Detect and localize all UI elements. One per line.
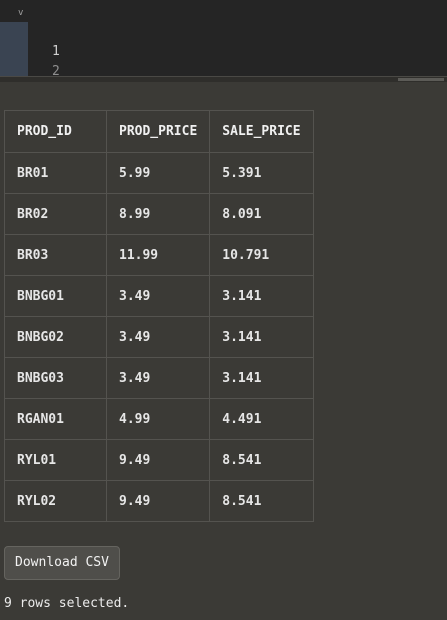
cell-prod-id: BR01 xyxy=(4,152,107,194)
table-row: BNBG03 3.49 3.141 xyxy=(4,357,314,399)
fold-chevron-icon[interactable]: v xyxy=(18,8,24,18)
table-row: BR03 11.99 10.791 xyxy=(4,234,314,276)
cell-sale-price: 8.091 xyxy=(209,193,314,235)
cell-prod-id: RGAN01 xyxy=(4,398,107,440)
status-message: 9 rows selected. xyxy=(4,596,130,611)
code-line-2[interactable]: 2 FROM Products; xyxy=(0,22,447,99)
table-row: BR02 8.99 8.091 xyxy=(4,193,314,235)
cell-prod-price: 3.49 xyxy=(105,357,211,399)
cell-sale-price: 10.791 xyxy=(209,234,314,276)
cell-prod-id: BR02 xyxy=(4,193,107,235)
cell-prod-id: BNBG02 xyxy=(4,316,107,358)
column-header-sale-price[interactable]: SALE_PRICE xyxy=(209,110,314,153)
cell-prod-price: 8.99 xyxy=(105,193,211,235)
cell-prod-id: RYL01 xyxy=(4,439,107,481)
line-number-2: 2 xyxy=(51,64,60,79)
table-row: BNBG02 3.49 3.141 xyxy=(4,316,314,358)
cell-prod-price: 11.99 xyxy=(105,234,211,276)
table-row: BR01 5.99 5.391 xyxy=(4,152,314,194)
code-line-1[interactable]: 1 v SELECT prod_id, prod_price, prod_pri… xyxy=(0,2,447,99)
cell-sale-price: 5.391 xyxy=(209,152,314,194)
cell-sale-price: 4.491 xyxy=(209,398,314,440)
splitter-grip[interactable] xyxy=(398,78,444,81)
column-header-prod-price[interactable]: PROD_PRICE xyxy=(105,110,211,153)
cell-prod-price: 3.49 xyxy=(105,316,211,358)
cell-prod-id: BNBG01 xyxy=(4,275,107,317)
cell-prod-id: BR03 xyxy=(4,234,107,276)
download-csv-button[interactable]: Download CSV xyxy=(4,546,120,580)
sql-editor[interactable]: 1 v SELECT prod_id, prod_price, prod_pri… xyxy=(0,0,447,99)
cell-sale-price: 8.541 xyxy=(209,480,314,522)
cell-sale-price: 3.141 xyxy=(209,357,314,399)
cell-prod-price: 4.99 xyxy=(105,398,211,440)
cell-prod-price: 9.49 xyxy=(105,439,211,481)
results-panel: PROD_ID PROD_PRICE SALE_PRICE BR01 5.99 … xyxy=(0,82,447,620)
cell-sale-price: 8.541 xyxy=(209,439,314,481)
table-row: RYL02 9.49 8.541 xyxy=(4,480,314,522)
column-header-prod-id[interactable]: PROD_ID xyxy=(4,110,107,153)
table-header-row: PROD_ID PROD_PRICE SALE_PRICE xyxy=(4,110,314,153)
cell-prod-price: 9.49 xyxy=(105,480,211,522)
cell-prod-price: 3.49 xyxy=(105,275,211,317)
line-number-1: 1 xyxy=(0,22,60,82)
cell-sale-price: 3.141 xyxy=(209,316,314,358)
results-table: PROD_ID PROD_PRICE SALE_PRICE BR01 5.99 … xyxy=(4,110,314,522)
table-row: RGAN01 4.99 4.491 xyxy=(4,398,314,440)
cell-sale-price: 3.141 xyxy=(209,275,314,317)
cell-prod-price: 5.99 xyxy=(105,152,211,194)
cell-prod-id: BNBG03 xyxy=(4,357,107,399)
cell-prod-id: RYL02 xyxy=(4,480,107,522)
pane-splitter[interactable] xyxy=(0,76,447,82)
table-row: BNBG01 3.49 3.141 xyxy=(4,275,314,317)
table-row: RYL01 9.49 8.541 xyxy=(4,439,314,481)
